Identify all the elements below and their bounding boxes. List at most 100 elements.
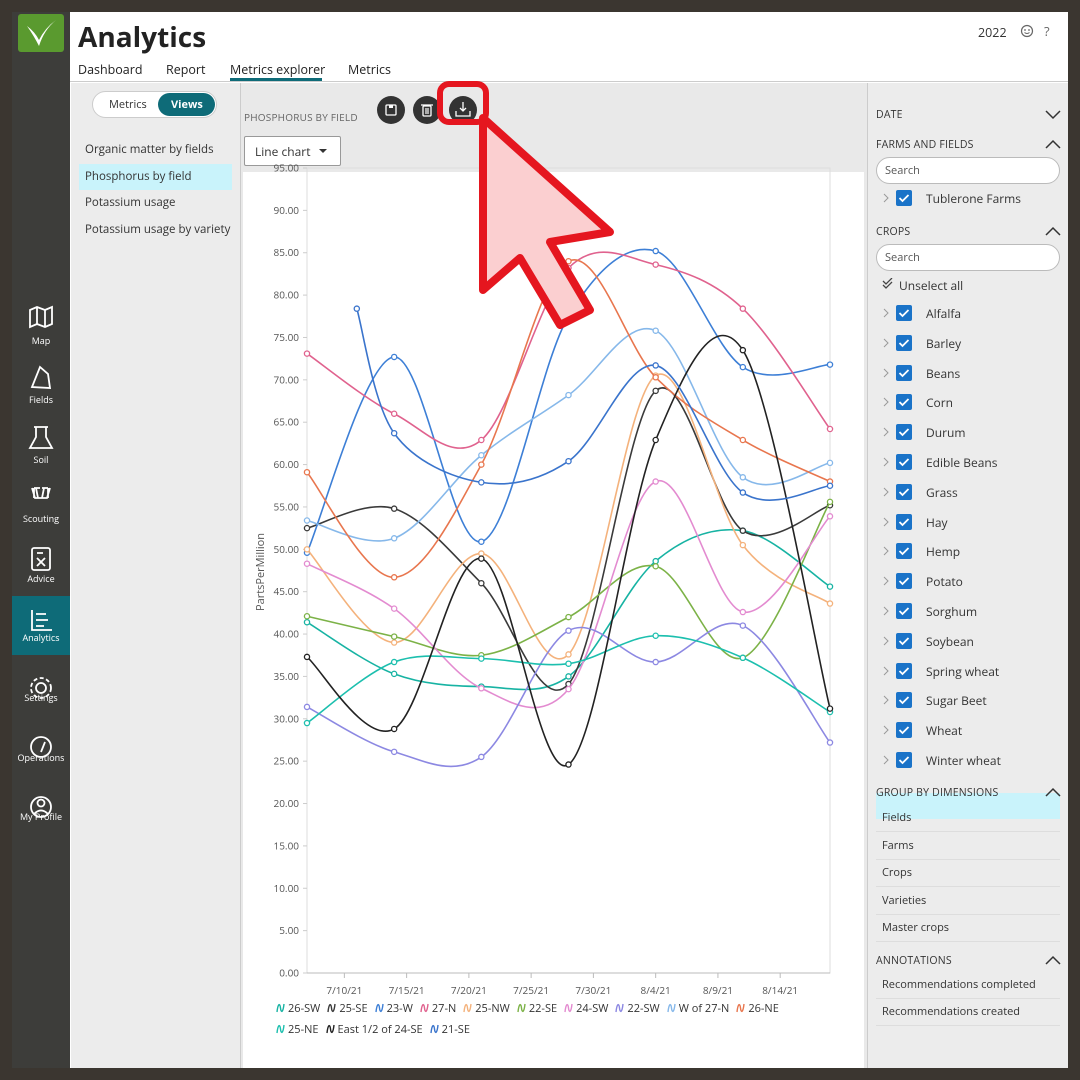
data-point[interactable] — [652, 632, 659, 639]
data-point[interactable] — [390, 748, 398, 756]
data-point[interactable] — [390, 429, 398, 437]
data-point[interactable] — [652, 261, 659, 268]
data-point[interactable] — [652, 374, 659, 381]
data-point[interactable] — [739, 474, 747, 481]
checkbox[interactable] — [882, 722, 912, 739]
view-item[interactable]: Potassium usage by variety — [85, 222, 231, 238]
data-point[interactable] — [826, 482, 834, 490]
data-point[interactable] — [652, 387, 659, 395]
data-point[interactable] — [478, 436, 485, 444]
crop-name[interactable]: Winter wheat — [926, 752, 1001, 769]
crop-name[interactable]: Wheat — [926, 722, 963, 740]
view-item[interactable]: Organic matter by fields — [85, 142, 214, 157]
data-point[interactable] — [652, 436, 659, 444]
legend-item[interactable]: 26-NE — [736, 1000, 779, 1016]
tab[interactable]: Report — [166, 61, 206, 78]
annotation-option[interactable]: Recommendations completed — [882, 977, 1036, 992]
data-point[interactable] — [478, 461, 485, 468]
nav-label[interactable]: Fields — [28, 393, 54, 406]
collapse-icon[interactable] — [1044, 954, 1062, 966]
data-point[interactable] — [652, 362, 659, 369]
data-point[interactable] — [739, 654, 747, 662]
group-option[interactable]: Crops — [882, 865, 913, 880]
checkbox[interactable] — [882, 454, 912, 470]
data-point[interactable] — [826, 513, 834, 520]
expand-icon[interactable] — [1044, 108, 1062, 120]
data-point[interactable] — [826, 739, 834, 746]
data-point[interactable] — [353, 305, 361, 312]
data-point[interactable] — [565, 257, 572, 265]
data-point[interactable] — [826, 459, 834, 467]
data-point[interactable] — [390, 535, 398, 542]
legend-item[interactable]: East 1/2 of 24-SE — [325, 1021, 423, 1037]
data-point[interactable] — [390, 725, 398, 733]
legend-item[interactable]: 24-SW — [564, 1000, 608, 1016]
checkbox[interactable] — [882, 692, 912, 709]
data-point[interactable] — [565, 673, 572, 680]
view-item[interactable]: Potassium usage — [85, 195, 176, 211]
group-option[interactable]: Master crops — [882, 920, 950, 935]
data-point[interactable] — [652, 557, 659, 565]
crop-name[interactable]: Beans — [926, 364, 961, 382]
data-point[interactable] — [303, 719, 311, 727]
data-point[interactable] — [652, 658, 659, 666]
group-option[interactable]: Farms — [882, 837, 914, 853]
data-point[interactable] — [565, 651, 572, 658]
checkbox[interactable] — [882, 334, 912, 351]
data-point[interactable] — [565, 761, 572, 768]
checkbox[interactable] — [882, 573, 912, 590]
data-point[interactable] — [652, 563, 659, 570]
data-point[interactable] — [739, 363, 747, 371]
tab[interactable]: Metrics — [348, 61, 391, 78]
legend-item[interactable]: W of 27-N — [667, 1000, 729, 1016]
data-point[interactable] — [303, 560, 311, 567]
data-point[interactable] — [390, 639, 398, 646]
data-point[interactable] — [652, 478, 659, 485]
crop-name[interactable]: Soybean — [926, 632, 974, 650]
view-item[interactable]: Phosphorus by field — [85, 168, 192, 184]
data-point[interactable] — [826, 600, 834, 607]
crop-name[interactable]: Barley — [926, 334, 962, 352]
data-point[interactable] — [303, 546, 311, 553]
checkbox[interactable] — [882, 543, 912, 560]
data-point[interactable] — [478, 579, 485, 587]
farm-name[interactable]: Tublerone Farms — [926, 190, 1022, 207]
toggle-views[interactable]: Views — [171, 97, 203, 112]
search-input[interactable]: Search — [876, 157, 1060, 184]
checkbox[interactable] — [882, 305, 912, 321]
legend-item[interactable]: 21-SE — [429, 1021, 470, 1037]
data-point[interactable] — [565, 613, 572, 621]
collapse-icon[interactable] — [1044, 138, 1062, 150]
data-point[interactable] — [739, 541, 747, 549]
tab[interactable]: Metrics explorer — [230, 61, 326, 78]
data-point[interactable] — [565, 264, 572, 272]
data-point[interactable] — [826, 705, 834, 712]
feedback-icon[interactable] — [1020, 24, 1034, 38]
annotation-option[interactable]: Recommendations created — [882, 1004, 1021, 1019]
data-point[interactable] — [826, 583, 834, 590]
data-point[interactable] — [303, 613, 311, 620]
crop-name[interactable]: Spring wheat — [926, 662, 1000, 680]
nav-label[interactable]: Advice — [27, 572, 55, 585]
crop-name[interactable]: Corn — [926, 394, 954, 412]
data-point[interactable] — [565, 685, 572, 693]
nav-label[interactable]: Settings — [24, 691, 58, 704]
legend-item[interactable]: 25-SE — [327, 1000, 368, 1016]
collapse-icon[interactable] — [1044, 225, 1062, 237]
data-point[interactable] — [739, 305, 747, 312]
crop-name[interactable]: Grass — [926, 483, 958, 501]
data-point[interactable] — [565, 313, 572, 320]
legend-item[interactable]: 27-N — [420, 1000, 456, 1016]
data-point[interactable] — [739, 622, 747, 629]
crop-name[interactable]: Potato — [926, 573, 963, 591]
legend-item[interactable]: 23-W — [374, 1000, 413, 1016]
nav-label[interactable]: Map — [31, 334, 51, 347]
data-point[interactable] — [303, 350, 311, 357]
group-option[interactable]: Fields — [882, 810, 912, 825]
data-point[interactable] — [739, 608, 747, 616]
toggle-metrics[interactable]: Metrics — [109, 97, 147, 112]
data-point[interactable] — [739, 489, 747, 496]
data-point[interactable] — [565, 391, 572, 399]
data-point[interactable] — [652, 327, 659, 334]
legend-item[interactable]: 26-SW — [276, 1000, 320, 1016]
